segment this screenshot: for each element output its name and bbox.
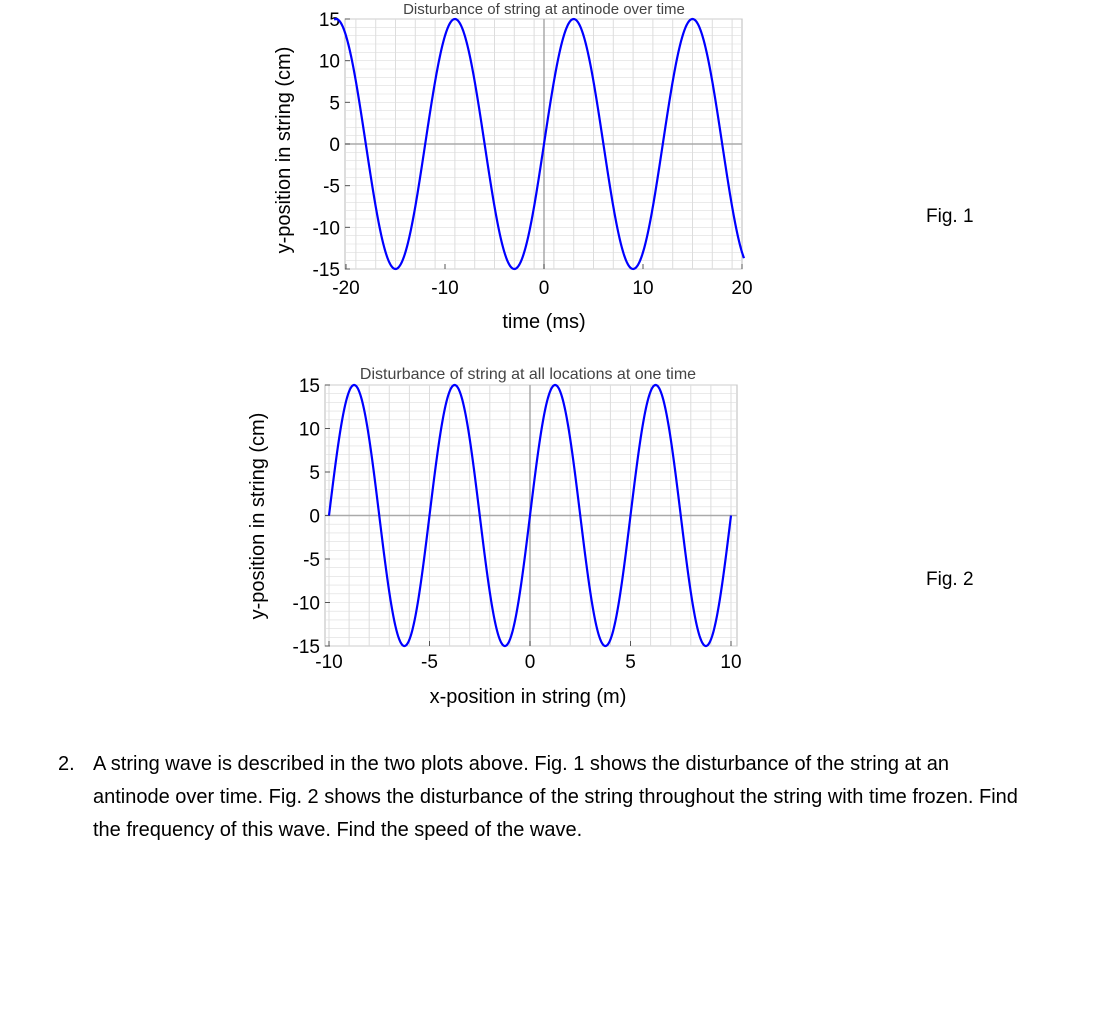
problem-statement: 2. A string wave is described in the two… <box>58 748 1018 847</box>
y-tick-label: -10 <box>313 218 340 239</box>
y-tick-label: 15 <box>319 10 340 31</box>
y-tick-label: 5 <box>329 93 340 114</box>
y-tick-label: -15 <box>313 260 340 281</box>
x-tick-label: 10 <box>720 652 741 673</box>
x-tick-label: 0 <box>525 652 536 673</box>
wave-series-line <box>333 17 746 271</box>
y-tick-label: 10 <box>319 52 340 73</box>
x-axis-label: time (ms) <box>502 311 585 333</box>
x-tick-label: 5 <box>625 652 636 673</box>
x-tick-label: -10 <box>431 278 458 299</box>
chart-title: Disturbance of string at antinode over t… <box>403 1 685 18</box>
y-tick-label: -15 <box>293 637 320 658</box>
y-tick-label: -10 <box>293 594 320 615</box>
fig2-label: Fig. 2 <box>926 569 974 590</box>
problem-text: A string wave is described in the two pl… <box>93 753 1018 841</box>
chart-title: Disturbance of string at all locations a… <box>360 366 696 383</box>
y-tick-label: 15 <box>299 376 320 397</box>
x-tick-label: 10 <box>632 278 653 299</box>
fig1-label: Fig. 1 <box>926 206 974 227</box>
wave-series-line <box>327 383 733 648</box>
y-tick-label: 0 <box>329 135 340 156</box>
plot-fig1: -20 -10 0 10 20 15 10 5 0 -5 -10 -15 Disturbance of … <box>273 1 753 333</box>
problem-number: 2. <box>58 753 75 775</box>
y-tick-label: 10 <box>299 420 320 441</box>
x-axis-label: x-position in string (m) <box>430 686 627 708</box>
x-tick-label: 20 <box>731 278 752 299</box>
x-tick-label: -10 <box>315 652 342 673</box>
x-tick-label: -5 <box>421 652 438 673</box>
x-tick-label: 0 <box>539 278 550 299</box>
y-axis-label: y-position in string (cm) <box>273 47 295 254</box>
y-tick-label: -5 <box>323 177 340 198</box>
y-axis-label: y-position in string (cm) <box>247 413 269 620</box>
x-tick-label: -20 <box>332 278 359 299</box>
y-tick-label: -5 <box>303 550 320 571</box>
y-tick-label: 5 <box>309 463 320 484</box>
y-tick-label: 0 <box>309 507 320 528</box>
